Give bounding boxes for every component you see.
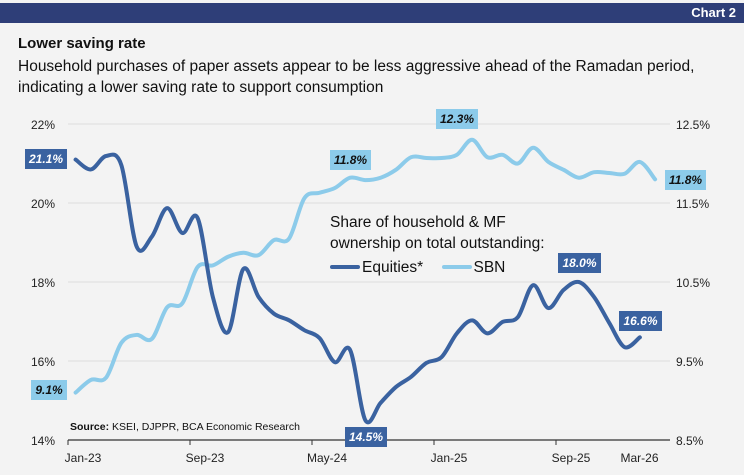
data-label-equities-peak: 18.0%: [558, 253, 601, 273]
x-axis-tick-label: Sep-25: [552, 451, 591, 465]
x-axis-tick-label: Mar-26: [620, 451, 658, 465]
legend-title-1: Share of household & MF: [330, 214, 506, 231]
data-label-equities-min: 14.5%: [345, 427, 387, 447]
chart-number: Chart 2: [691, 5, 736, 20]
right-axis-tick-label: 9.5%: [676, 355, 704, 369]
x-axis-tick-label: May-24: [307, 451, 347, 465]
x-axis-tick-label: Jan-25: [431, 451, 468, 465]
x-axis-tick-label: Jan-23: [65, 451, 102, 465]
data-label-sbn-mid: 11.8%: [330, 150, 371, 170]
left-axis-tick-label: 14%: [31, 434, 55, 448]
series-line-equities: [73, 152, 642, 425]
left-axis-tick-label: 20%: [31, 197, 55, 211]
x-axis-tick-label: Sep-23: [186, 451, 225, 465]
header-bar: Chart 2: [0, 3, 744, 23]
legend-label-equities: Equities*: [362, 258, 424, 276]
right-axis-tick-label: 11.5%: [676, 197, 709, 211]
left-axis-tick-label: 18%: [31, 276, 55, 290]
left-axis-tick-label: 22%: [31, 118, 55, 132]
data-label-sbn-peak: 12.3%: [436, 109, 478, 129]
legend-item-sbn: SBN: [441, 257, 506, 278]
right-axis-tick-label: 10.5%: [676, 276, 710, 290]
source-note: Source: KSEI, DJPPR, BCA Economic Resear…: [70, 421, 300, 433]
source-text: KSEI, DJPPR, BCA Economic Research: [109, 421, 300, 433]
chart-title: Lower saving rate: [18, 35, 146, 52]
data-label-sbn-first: 9.1%: [31, 380, 67, 400]
legend-item-equities: Equities*: [330, 257, 423, 278]
data-label-equities-last: 16.6%: [619, 311, 662, 331]
legend-swatch-equities: [330, 265, 360, 269]
legend-label-sbn: SBN: [473, 258, 506, 276]
right-axis-tick-label: 8.5%: [676, 434, 704, 448]
data-label-equities-first: 21.1%: [25, 149, 67, 169]
chart-subtitle: Household purchases of paper assets appe…: [18, 58, 695, 96]
legend: Share of household & MF ownership on tot…: [330, 212, 545, 278]
series-line-sbn: [73, 137, 658, 395]
right-axis-tick-label: 12.5%: [676, 118, 710, 132]
data-label-sbn-last: 11.8%: [665, 170, 706, 190]
legend-title-2: ownership on total outstanding:: [330, 235, 545, 252]
left-axis-tick-label: 16%: [31, 355, 55, 369]
source-label: Source:: [70, 421, 110, 433]
legend-swatch-sbn: [441, 265, 472, 269]
